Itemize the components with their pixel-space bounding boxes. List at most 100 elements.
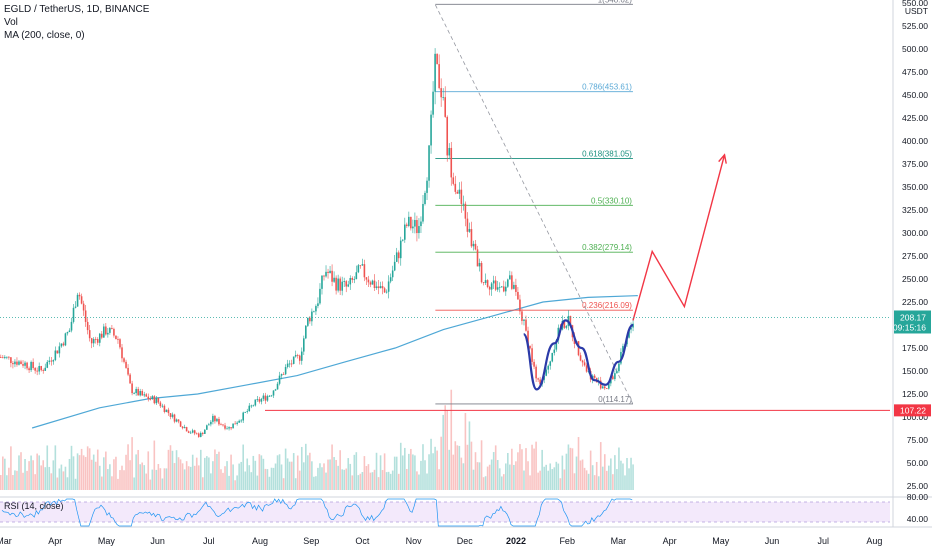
- candle-body: [383, 288, 386, 293]
- time-tick-label: May: [712, 536, 730, 546]
- volume-bar: [630, 457, 632, 490]
- candle-body: [630, 327, 632, 330]
- candle-body: [353, 279, 356, 280]
- volume-bar: [416, 471, 418, 490]
- volume-bar: [492, 452, 495, 490]
- candle-body: [537, 378, 539, 380]
- volume-bar: [509, 464, 511, 490]
- candle-body: [10, 357, 12, 364]
- volume-bar: [232, 464, 234, 490]
- volume-bar: [266, 469, 269, 490]
- volume-bar: [361, 472, 364, 490]
- volume-bar: [632, 464, 634, 490]
- candle-body: [187, 431, 190, 433]
- volume-bar: [296, 455, 299, 490]
- candle-body: [111, 328, 113, 329]
- volume-bar: [614, 455, 616, 490]
- candle-body: [335, 277, 337, 291]
- volume-bar: [462, 463, 465, 490]
- candle-body: [357, 265, 360, 273]
- volume-bar: [181, 463, 184, 490]
- ma-label[interactable]: MA (200, close, 0): [4, 30, 85, 41]
- volume-bar: [199, 449, 202, 490]
- volume-bar: [353, 454, 356, 490]
- symbol-title[interactable]: EGLD / TetherUS, 1D, BINANCE: [4, 4, 150, 15]
- candle-body: [369, 282, 372, 285]
- current-price-tag: [894, 310, 931, 334]
- volume-bar: [54, 445, 57, 490]
- candle-body: [197, 433, 200, 437]
- volume-bar: [363, 456, 366, 490]
- volume-bar: [412, 454, 414, 490]
- volume-bar: [212, 461, 214, 490]
- candle-body: [242, 412, 244, 421]
- price-tick-label: 225.00: [902, 297, 928, 307]
- candle-body: [157, 397, 160, 403]
- volume-bar: [305, 443, 307, 490]
- candle-body: [260, 398, 263, 402]
- volume-bar: [537, 472, 539, 490]
- candle-body: [531, 348, 533, 362]
- candle-body: [470, 229, 473, 247]
- candle-body: [96, 339, 99, 343]
- volume-bar: [115, 456, 117, 490]
- candle-body: [606, 388, 608, 390]
- volume-bar: [430, 438, 432, 490]
- candle-body: [56, 350, 59, 354]
- volume-bar: [38, 455, 40, 490]
- price-tick-label: 325.00: [902, 205, 928, 215]
- volume-bar: [323, 463, 325, 490]
- volume-bar: [375, 452, 378, 490]
- volume-bar: [282, 478, 285, 490]
- volume-bar: [220, 469, 222, 490]
- candle-body: [539, 379, 541, 385]
- volume-label[interactable]: Vol: [4, 17, 18, 28]
- candle-body: [309, 317, 311, 322]
- candle-body: [432, 91, 434, 115]
- volume-bar: [64, 466, 67, 490]
- candle-body: [303, 338, 305, 352]
- volume-bar: [359, 473, 362, 490]
- price-tick-label: 100.00: [902, 412, 928, 422]
- volume-bar: [139, 464, 141, 490]
- volume-bar: [385, 472, 388, 490]
- candle-body: [339, 278, 341, 291]
- candle-body: [377, 286, 380, 289]
- candle-body: [527, 330, 529, 346]
- volume-bar: [84, 456, 87, 490]
- volume-bar: [153, 440, 156, 490]
- volume-bar: [377, 477, 380, 490]
- volume-bar: [165, 468, 168, 490]
- volume-bar: [240, 461, 242, 490]
- candle-body: [248, 405, 251, 412]
- volume-bar: [513, 464, 515, 490]
- chart-legend: EGLD / TetherUS, 1D, BINANCE Vol MA (200…: [4, 3, 149, 42]
- candle-body: [6, 356, 8, 358]
- volume-bar: [46, 445, 49, 490]
- time-tick-label: Jun: [150, 536, 165, 546]
- volume-bar: [161, 478, 164, 490]
- time-tick-label: Aug: [252, 536, 268, 546]
- candle-body: [460, 189, 463, 204]
- volume-bar: [373, 469, 376, 490]
- candle-body: [555, 340, 558, 350]
- volume-bar: [234, 480, 236, 490]
- volume-bar: [622, 463, 624, 490]
- volume-bar: [579, 460, 582, 490]
- volume-bar: [32, 460, 34, 490]
- candle-body: [468, 229, 471, 232]
- price-tick-label: 350.00: [902, 182, 928, 192]
- candle-body: [389, 277, 392, 282]
- volume-bar: [543, 466, 545, 490]
- volume-bar: [60, 464, 63, 490]
- candle-body: [549, 361, 552, 366]
- candle-body: [74, 306, 77, 308]
- support-price-tag: [894, 404, 931, 417]
- volume-bar: [418, 474, 420, 490]
- rsi-tick-label: 40.00: [907, 514, 929, 524]
- time-tick-label: Jul: [817, 536, 829, 546]
- volume-bar: [230, 454, 232, 490]
- candle-body: [22, 364, 24, 366]
- rsi-label[interactable]: RSI (14, close): [4, 501, 64, 511]
